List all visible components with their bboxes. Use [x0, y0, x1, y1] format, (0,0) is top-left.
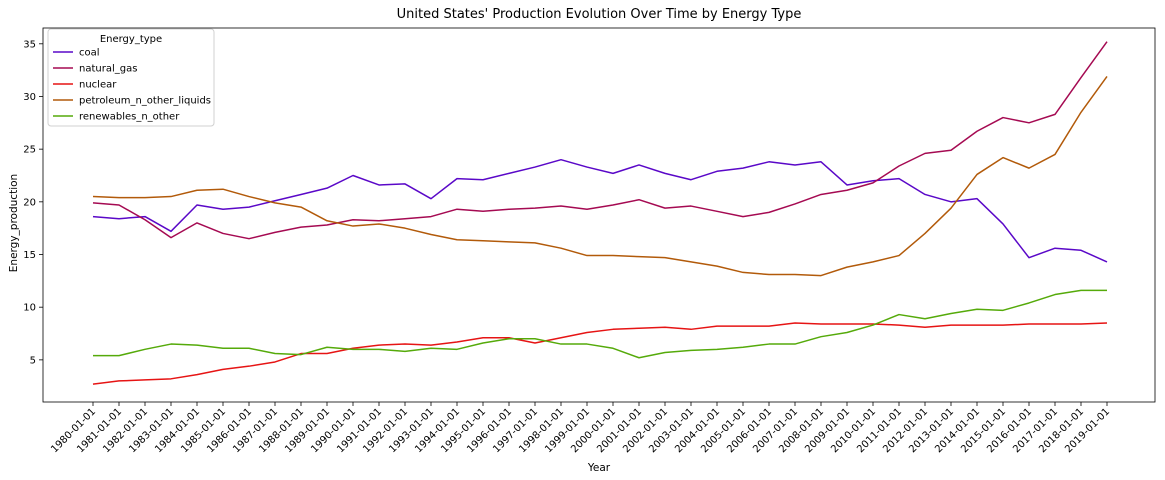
series-line-petroleum_n_other_liquids — [92, 76, 1108, 277]
y-axis-label: Energy_production — [8, 174, 20, 272]
legend-label-coal: coal — [79, 48, 100, 59]
y-tick-label: 10 — [23, 303, 36, 314]
y-tick-label: 25 — [23, 145, 36, 156]
y-tick-label: 15 — [23, 250, 36, 261]
legend-label-petroleum_n_other_liquids: petroleum_n_other_liquids — [79, 96, 211, 107]
legend-label-nuclear: nuclear — [79, 80, 117, 91]
x-axis-label: Year — [587, 462, 611, 474]
legend-label-renewables_n_other: renewables_n_other — [79, 112, 180, 123]
legend-label-natural_gas: natural_gas — [79, 64, 137, 75]
y-tick-label: 30 — [23, 92, 36, 103]
chart-title: United States' Production Evolution Over… — [397, 7, 802, 22]
y-tick-label: 5 — [30, 355, 36, 366]
y-tick-label: 20 — [23, 197, 36, 208]
y-tick-label: 35 — [23, 39, 36, 50]
series-line-renewables_n_other — [93, 289, 1107, 359]
series-line-coal — [92, 158, 1108, 263]
plot-frame — [42, 27, 1156, 403]
series-line-natural_gas — [92, 41, 1108, 240]
legend-title: Energy_type — [100, 34, 162, 45]
series-line-nuclear — [92, 322, 1108, 385]
legend-box — [47, 28, 215, 127]
